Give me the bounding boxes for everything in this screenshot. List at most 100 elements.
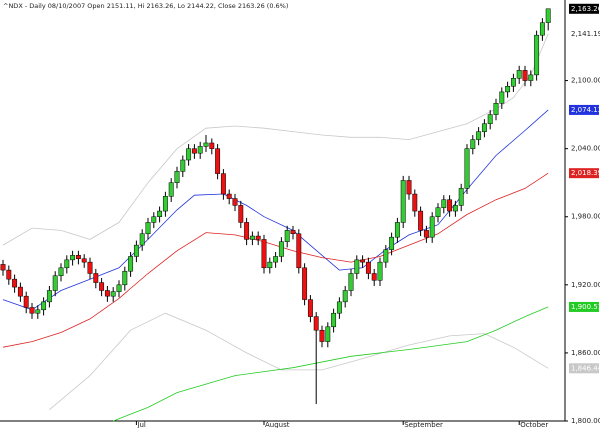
candle-body: [452, 205, 458, 212]
y-tick-label: 1,860.00: [571, 349, 600, 357]
candle-body: [209, 142, 215, 149]
candle-body: [325, 326, 331, 342]
indicator-line: [2, 172, 549, 348]
candle-body: [139, 233, 145, 246]
price-label-box: [569, 301, 599, 312]
candle-body: [389, 236, 395, 250]
candle-body: [93, 273, 99, 283]
candle-body: [365, 261, 371, 274]
candle-body: [232, 198, 238, 206]
y-tick-label: 2,100.00: [571, 77, 600, 85]
candle-body: [278, 241, 284, 257]
candle-body: [29, 307, 35, 314]
candle-body: [539, 22, 545, 36]
candle-body: [87, 261, 93, 274]
candle-body: [70, 255, 76, 261]
candle-body: [360, 259, 366, 263]
price-label: 2,018.39: [571, 169, 600, 177]
candle-body: [423, 230, 429, 238]
candle-body: [244, 222, 250, 240]
candle-body: [249, 235, 255, 240]
candle-body: [377, 261, 383, 281]
candle-body: [429, 216, 435, 238]
candle-body: [400, 180, 406, 223]
candle-body: [145, 222, 151, 235]
candle-body: [157, 210, 163, 217]
candle-body: [17, 286, 23, 297]
candle-body: [476, 131, 482, 140]
candle-body: [342, 290, 348, 303]
candle-body: [191, 148, 197, 154]
candle-body: [493, 103, 499, 115]
candle-body: [0, 264, 6, 271]
candle-body: [481, 123, 487, 132]
price-label: 1,900.51: [571, 303, 600, 311]
candle-body: [35, 309, 41, 314]
price-label: 2,141.19: [571, 30, 600, 38]
price-label-box: [569, 168, 599, 179]
candle-body: [290, 230, 296, 235]
candle-body: [197, 146, 203, 154]
x-tick-label: August: [265, 421, 290, 428]
x-tick-label: October: [520, 421, 548, 428]
candle-body: [458, 188, 464, 206]
candle-body: [516, 70, 522, 79]
y-tick-label: 1,800.00: [571, 417, 600, 425]
price-label: 2,163.26: [571, 5, 600, 13]
price-label-box: [569, 363, 599, 374]
candle-body: [284, 230, 290, 242]
candle-body: [545, 8, 551, 23]
candle-body: [6, 269, 12, 280]
candle-body: [41, 301, 47, 311]
candle-body: [296, 233, 302, 269]
candle-body: [331, 312, 337, 328]
candle-body: [487, 114, 493, 124]
candle-body: [162, 196, 168, 212]
candle-body: [447, 199, 453, 212]
price-label: 1,846.44: [571, 364, 600, 372]
candle-body: [215, 148, 221, 174]
candle-body: [122, 270, 128, 286]
candle-body: [348, 273, 354, 291]
candle-body: [52, 275, 58, 291]
candle-body: [464, 148, 470, 189]
candle-body: [510, 78, 516, 87]
candle-body: [64, 259, 70, 269]
candle-body: [522, 70, 528, 81]
candle-body: [220, 173, 226, 195]
candle-body: [406, 180, 412, 195]
candle-body: [313, 316, 319, 331]
candle-body: [133, 244, 139, 257]
candle-body: [226, 193, 232, 199]
candle-body: [534, 34, 540, 76]
y-tick-label: 1,980.00: [571, 213, 600, 221]
y-tick-label: 2,040.00: [571, 145, 600, 153]
candle-body: [319, 329, 325, 342]
candle-body: [116, 284, 122, 292]
x-tick-label: Jul: [136, 421, 146, 428]
candle-body: [58, 267, 64, 276]
candle-body: [505, 85, 511, 93]
candle-body: [528, 74, 534, 81]
candle-body: [75, 255, 81, 259]
candle-body: [238, 205, 244, 223]
chart-title: ^NDX - Daily 08/10/2007 Open 2151.11, Hi…: [3, 2, 288, 10]
candle-body: [104, 290, 110, 297]
x-tick-label: September: [404, 421, 443, 428]
candle-body: [267, 261, 273, 269]
candle-body: [128, 256, 134, 272]
indicator-line: [113, 306, 549, 422]
price-label-box: [569, 104, 599, 115]
candle-body: [394, 222, 400, 238]
candle-body: [336, 301, 342, 314]
candle-body: [180, 159, 186, 172]
candle-body: [470, 139, 476, 149]
indicator-line: [2, 33, 549, 246]
indicator-line: [2, 109, 549, 311]
y-tick-label: 1,920.00: [571, 281, 600, 289]
candle-body: [499, 91, 505, 104]
candle-body: [186, 148, 192, 161]
candle-body: [412, 193, 418, 212]
candle-body: [151, 216, 157, 223]
